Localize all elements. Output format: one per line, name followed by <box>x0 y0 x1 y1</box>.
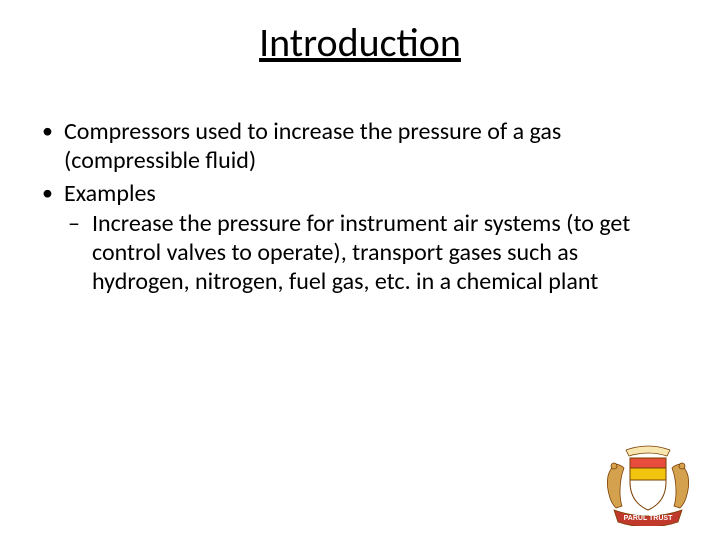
logo-banner-text: PARUL TRUST <box>624 515 673 522</box>
bullet-sublist: Increase the pressure for instrument air… <box>64 210 680 296</box>
bullet-subitem: Increase the pressure for instrument air… <box>64 210 680 296</box>
bullet-item: Compressors used to increase the pressur… <box>40 118 680 176</box>
bullet-text: Examples <box>64 179 156 208</box>
slide-body: Compressors used to increase the pressur… <box>40 118 680 301</box>
parul-trust-logo-icon: PARUL TRUST <box>598 440 698 526</box>
bullet-text: Compressors used to increase the pressur… <box>64 117 561 175</box>
bullet-list: Compressors used to increase the pressur… <box>40 118 680 297</box>
slide-title: Introduction <box>0 18 720 67</box>
slide: Introduction Compressors used to increas… <box>0 0 720 540</box>
bullet-item: Examples Increase the pressure for instr… <box>40 180 680 297</box>
bullet-subtext: Increase the pressure for instrument air… <box>92 209 630 296</box>
